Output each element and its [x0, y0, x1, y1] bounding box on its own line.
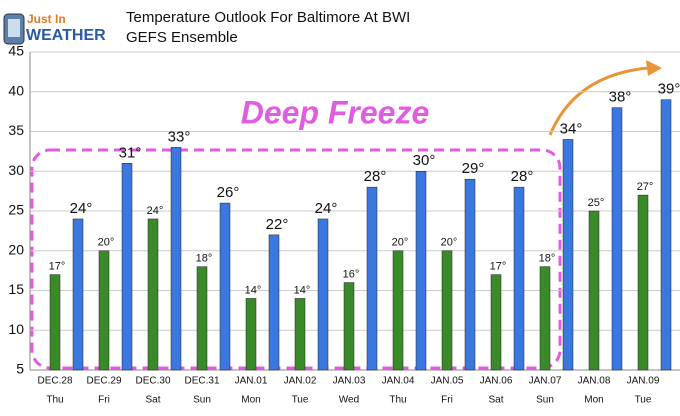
bar — [343, 282, 355, 371]
data-label: 28° — [511, 168, 534, 185]
y-tick-label: 25 — [8, 202, 24, 218]
bar — [464, 178, 476, 371]
x-tick-label: JAN.06 — [480, 376, 513, 387]
data-label: 22° — [266, 216, 289, 233]
bar — [170, 147, 182, 371]
bar — [392, 250, 404, 371]
x-tick-label: JAN.09 — [627, 376, 660, 387]
y-tick-label: 40 — [8, 82, 24, 98]
annotation: Deep Freeze — [241, 94, 430, 130]
x-day-label: Sat — [488, 395, 503, 406]
x-tick-label: JAN.01 — [235, 376, 268, 387]
bar — [49, 274, 61, 371]
y-tick-label: 30 — [8, 162, 24, 178]
arrow-head — [646, 60, 662, 76]
chart-subtitle: GEFS Ensemble — [126, 29, 238, 46]
x-tick-label: JAN.08 — [578, 376, 611, 387]
data-label: 29° — [462, 160, 485, 177]
x-day-label: Sun — [536, 395, 554, 406]
x-tick-label: DEC.31 — [184, 376, 219, 387]
data-label: 14° — [294, 284, 311, 296]
bar — [441, 250, 453, 371]
x-day-label: Sun — [193, 395, 211, 406]
data-label: 20° — [392, 237, 409, 249]
bar — [366, 186, 378, 371]
bar — [660, 99, 672, 371]
x-tick-label: JAN.05 — [431, 376, 464, 387]
bar — [513, 186, 525, 371]
data-label: 24° — [315, 200, 338, 217]
bar — [611, 107, 623, 371]
data-label: 39° — [658, 81, 680, 98]
bar — [562, 139, 574, 371]
data-label: 16° — [343, 268, 360, 280]
x-day-label: Mon — [241, 395, 260, 406]
y-tick-label: 15 — [8, 281, 24, 297]
x-day-label: Thu — [389, 395, 406, 406]
x-tick-label: DEC.28 — [37, 376, 72, 387]
bar — [268, 234, 280, 371]
y-tick-label: 5 — [16, 361, 24, 377]
data-label: 38° — [609, 89, 632, 106]
x-day-label: Tue — [635, 395, 652, 406]
data-label: 24° — [70, 200, 93, 217]
data-label: 34° — [560, 120, 583, 137]
bar — [245, 298, 257, 371]
data-label: 20° — [98, 237, 115, 249]
data-label: 30° — [413, 152, 436, 169]
data-label: 28° — [364, 168, 387, 185]
y-tick-label: 35 — [8, 122, 24, 138]
data-label: 17° — [49, 261, 66, 273]
bar — [317, 218, 329, 371]
data-label: 33° — [168, 128, 191, 145]
bar — [294, 298, 306, 371]
x-day-label: Tue — [292, 395, 309, 406]
x-tick-label: JAN.07 — [529, 376, 562, 387]
data-label: 14° — [245, 284, 262, 296]
logo-screen — [8, 19, 20, 37]
y-tick-label: 45 — [8, 43, 24, 59]
bar — [72, 218, 84, 371]
data-label: 17° — [490, 261, 507, 273]
x-tick-label: DEC.29 — [86, 376, 121, 387]
trend-arrow — [548, 66, 649, 136]
logo-text: Just In — [27, 12, 66, 26]
bar — [196, 266, 208, 371]
data-label: 18° — [196, 253, 213, 265]
x-tick-label: JAN.03 — [333, 376, 366, 387]
x-tick-label: DEC.30 — [135, 376, 170, 387]
x-day-label: Fri — [98, 395, 110, 406]
chart-title: Temperature Outlook For Baltimore At BWI — [126, 9, 410, 26]
data-label: 31° — [119, 144, 142, 161]
x-day-label: Fri — [441, 395, 453, 406]
data-label: 27° — [637, 181, 654, 193]
bar — [98, 250, 110, 371]
logo-text: WEATHER — [26, 27, 106, 44]
bar — [490, 274, 502, 371]
bar — [637, 194, 649, 371]
bar — [147, 218, 159, 371]
x-day-label: Mon — [584, 395, 603, 406]
x-tick-label: JAN.02 — [284, 376, 317, 387]
y-tick-label: 20 — [8, 241, 24, 257]
data-label: 25° — [588, 197, 605, 209]
data-label: 24° — [147, 205, 164, 217]
y-tick-label: 10 — [8, 321, 24, 337]
data-label: 26° — [217, 184, 240, 201]
bar — [415, 171, 427, 371]
x-tick-label: JAN.04 — [382, 376, 415, 387]
bar — [588, 210, 600, 371]
data-label: 20° — [441, 237, 458, 249]
x-day-label: Sat — [145, 395, 160, 406]
bar — [539, 266, 551, 371]
bar — [219, 202, 231, 371]
x-day-label: Thu — [46, 395, 63, 406]
bar — [121, 163, 133, 371]
data-label: 18° — [539, 253, 556, 265]
x-day-label: Wed — [339, 395, 359, 406]
